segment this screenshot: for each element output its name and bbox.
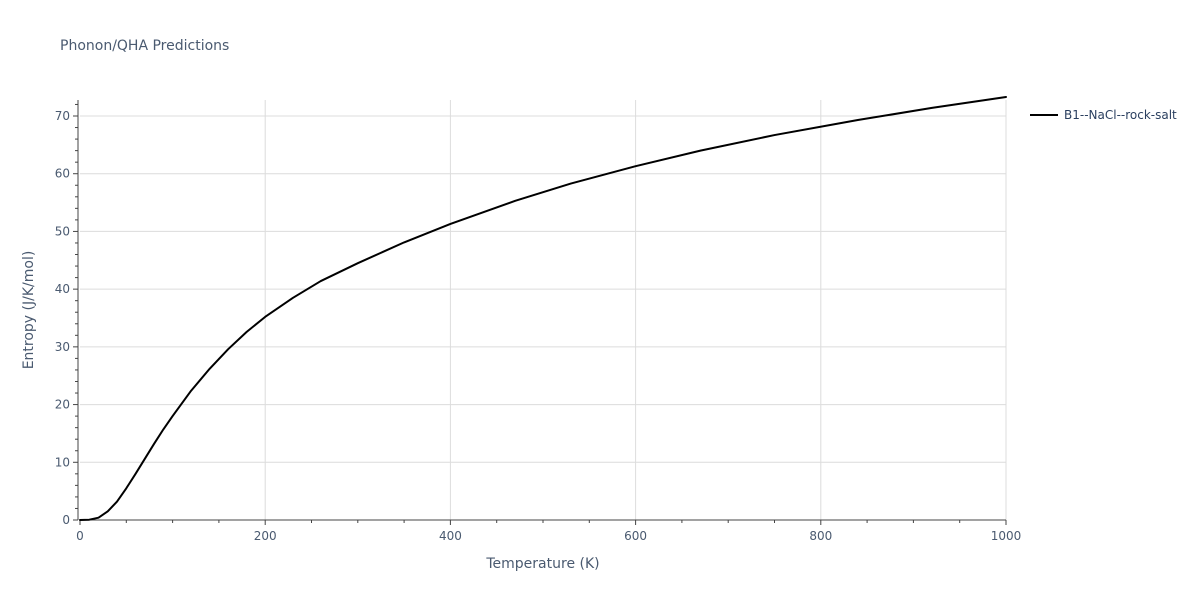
- chart-title: Phonon/QHA Predictions: [60, 38, 229, 54]
- x-tick-label: 1000: [991, 529, 1022, 543]
- x-tick-label: 400: [439, 529, 462, 543]
- y-tick-label: 50: [55, 224, 70, 238]
- series-line-0: [79, 95, 1007, 521]
- y-tick-label: 60: [55, 167, 70, 181]
- legend-label: B1--NaCl--rock-salt: [1064, 108, 1177, 122]
- x-tick-label: 0: [76, 529, 84, 543]
- x-tick-label: 200: [254, 529, 277, 543]
- y-tick-label: 0: [62, 513, 70, 527]
- y-tick-label: 70: [55, 109, 70, 123]
- x-tick-label: 800: [809, 529, 832, 543]
- grid-layer: [80, 100, 1007, 520]
- series-layer: [79, 95, 1007, 521]
- x-axis-title: Temperature (K): [485, 556, 599, 572]
- axes-layer: 0 200 400 600 800 1000 0 10 20 30 40 50 60 70: [55, 100, 1022, 543]
- y-tick-label: 20: [55, 398, 70, 412]
- y-tick-label: 10: [55, 455, 70, 469]
- y-tick-label: 40: [55, 282, 70, 296]
- y-axis-title: Entropy (J/K/mol): [21, 251, 37, 370]
- legend: B1--NaCl--rock-salt: [1030, 108, 1177, 122]
- y-tick-label: 30: [55, 340, 70, 354]
- x-tick-label: 600: [624, 529, 647, 543]
